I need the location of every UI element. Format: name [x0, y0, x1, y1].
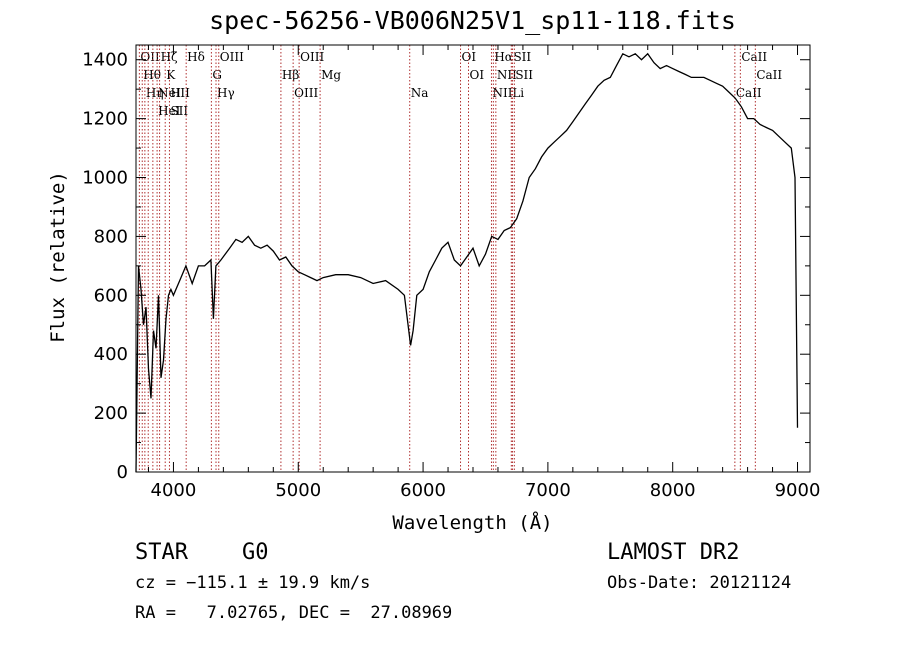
chart-title: spec-56256-VB006N25V1_sp11-118.fits [209, 6, 736, 35]
x-tick-label: 9000 [775, 480, 821, 501]
spectral-line-label: CaII [736, 86, 762, 100]
plot-frame [135, 44, 811, 473]
spectral-line-label: OI [470, 68, 485, 82]
spectral-line-label: Li [512, 86, 524, 100]
x-tick-label: 8000 [650, 480, 696, 501]
coordinates: RA = 7.02765, DEC = 27.08969 [135, 603, 453, 623]
spectral-line-label: Hγ [217, 86, 235, 100]
x-tick-label: 5000 [275, 480, 321, 501]
y-tick-label: 400 [94, 344, 128, 365]
x-tick-label: 7000 [525, 480, 571, 501]
object-class: STAR [135, 540, 188, 565]
spectral-line-label: Hβ [282, 68, 299, 82]
spectral-line-label: OIII [220, 50, 244, 64]
spectral-line-label: Hδ [187, 50, 205, 64]
y-tick-label: 0 [117, 462, 128, 483]
redshift-info: cz = −115.1 ± 19.9 km/s [135, 573, 371, 593]
spectral-line-label: SII [515, 68, 533, 82]
spectral-line-label: Mg [321, 68, 341, 82]
y-tick-label: 1200 [82, 109, 128, 130]
survey-name: LAMOST DR2 [607, 540, 740, 565]
spectral-line-label: Hα [494, 50, 513, 64]
spectral-line-label: Na [411, 86, 429, 100]
y-tick-label: 1000 [82, 168, 128, 189]
spectral-line-label: Hη [146, 86, 164, 100]
x-tick-label: 6000 [400, 480, 446, 501]
spectral-line-label: H [170, 86, 180, 100]
spectral-line-label: CaII [756, 68, 782, 82]
spectral-line-label: OIII [294, 86, 318, 100]
spectral-line-label: K [166, 68, 176, 82]
spectrum-line [135, 52, 799, 473]
spectral-line-label: SII [170, 104, 188, 118]
spectral-line-label: HeI [158, 104, 181, 118]
spectral-line-label: NII [492, 86, 512, 100]
y-tick-label: 800 [94, 226, 128, 247]
y-tick-label: 200 [94, 403, 128, 424]
spectral-line-label: G [212, 68, 222, 82]
x-axis-title: Wavelength (Å) [392, 512, 553, 534]
spectral-line-label: NII [497, 68, 517, 82]
obs-date: Obs-Date: 20121124 [607, 573, 792, 593]
spectral-line-label: OIII [300, 50, 324, 64]
spectral-line-label: CaII [741, 50, 767, 64]
x-tick-label: 4000 [151, 480, 197, 501]
spectral-line-label: NeIII [158, 86, 190, 100]
y-tick-label: 600 [94, 285, 128, 306]
object-subclass: G0 [242, 540, 269, 565]
y-tick-label: 1400 [82, 50, 128, 71]
spectral-line-label: SII [513, 50, 531, 64]
spectral-line-label: Hθ [143, 68, 161, 82]
